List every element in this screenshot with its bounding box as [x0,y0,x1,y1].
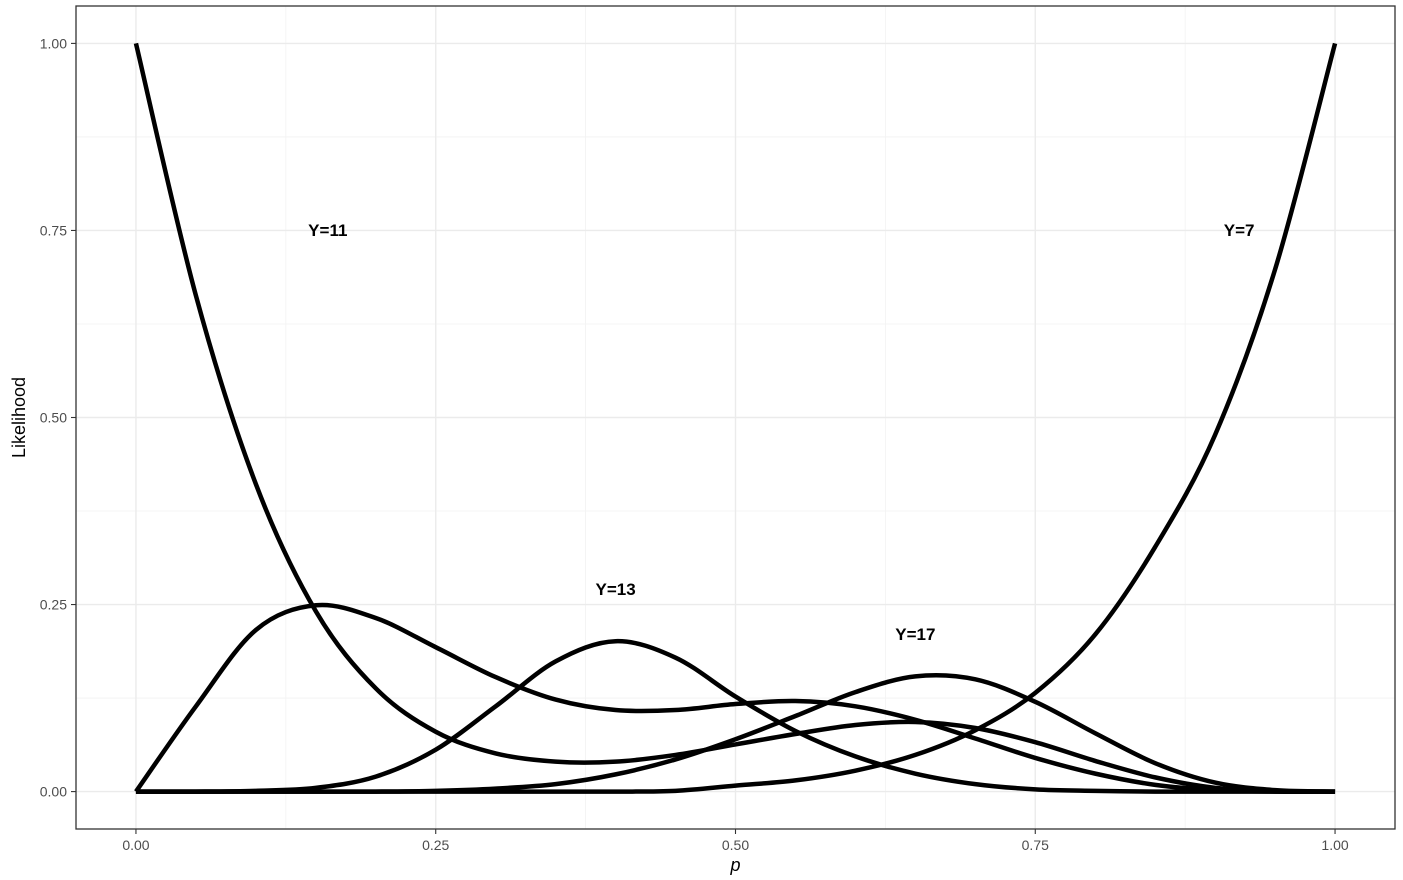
x-tick-label: 0.75 [1022,837,1049,853]
x-tick-label: 0.00 [122,837,149,853]
series-lines [133,42,1338,794]
x-tick-label: 1.00 [1321,837,1348,853]
y-tick-label: 1.00 [40,35,67,51]
series-line-y11 [133,42,1336,794]
x-tick-label: 0.25 [422,837,449,853]
y-tick-label: 0.00 [40,784,67,800]
x-axis-title: p [729,855,740,875]
series-line-y7 [135,42,1338,794]
axes: 0.00 0.25 0.50 0.75 1.00 0.00 0.25 0.50 0.75 1.00… [9,5,1396,875]
curve-label: Y=7 [1224,221,1255,240]
series-line-y17 [135,638,1336,794]
curve-label: Y=17 [895,625,935,644]
y-tick-label: 0.25 [40,597,67,613]
series-line-y13 [134,602,1336,794]
curve-labels: Y=11 Y=13 Y=17 Y=7 [308,221,1254,644]
curve-label: Y=11 [308,221,347,240]
y-tick-label: 0.50 [40,410,67,426]
curve-label: Y=13 [595,580,635,599]
grid-lines [76,6,1395,829]
y-axis-title: Likelihood [9,377,29,458]
y-tick-label: 0.75 [40,222,67,238]
x-tick-label: 0.50 [722,837,749,853]
